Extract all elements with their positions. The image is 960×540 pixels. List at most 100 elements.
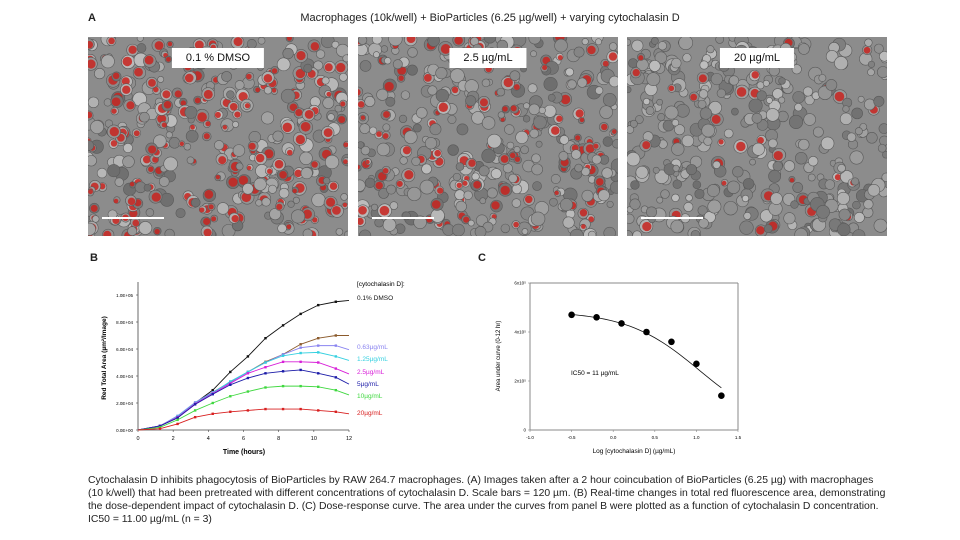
phagocytosed-particle — [228, 177, 238, 187]
phagocytosed-particle — [324, 63, 333, 72]
cell — [272, 130, 284, 142]
phagocytosed-particle — [194, 40, 204, 50]
cell — [463, 190, 473, 200]
cell — [486, 187, 498, 199]
cell — [384, 57, 392, 65]
cell — [435, 88, 450, 103]
y-tick-label: 2.0E+04 — [116, 401, 133, 406]
cell — [599, 105, 613, 119]
legend-entry: 2.5µg/mL — [357, 369, 385, 376]
cell — [268, 184, 277, 194]
phagocytosed-particle — [255, 153, 265, 163]
data-point — [334, 344, 338, 347]
phagocytosed-particle — [112, 72, 120, 80]
phagocytosed-particle — [456, 182, 462, 188]
phagocytosed-particle — [295, 108, 303, 117]
cell — [603, 226, 616, 236]
x-tick-label: 10 — [311, 436, 317, 442]
cell — [558, 151, 569, 161]
panel-a-letter: A — [88, 12, 96, 24]
phagocytosed-particle — [154, 41, 164, 50]
cell — [315, 49, 326, 59]
cell — [450, 68, 465, 83]
cell — [400, 90, 411, 100]
phagocytosed-particle — [88, 111, 93, 119]
phagocytosed-particle — [402, 146, 411, 155]
data-point — [246, 390, 250, 393]
phagocytosed-particle — [88, 59, 96, 69]
phagocytosed-particle — [585, 144, 595, 153]
cell — [324, 154, 340, 170]
micrograph-label: 0.1 % DMSO — [171, 48, 265, 68]
cell — [335, 228, 344, 236]
data-point — [211, 393, 214, 396]
phagocytosed-particle — [358, 164, 360, 170]
data-point — [264, 372, 267, 375]
cell — [235, 162, 244, 171]
cell — [214, 140, 225, 151]
cell — [183, 143, 192, 151]
caption-line: (10 k/well) that had been pretreated wit… — [88, 488, 886, 499]
legend-entry: 10µg/mL — [357, 393, 383, 400]
phagocytosed-particle — [218, 156, 227, 165]
phagocytosed-particle — [203, 133, 210, 140]
cell — [500, 223, 511, 234]
phagocytosed-particle — [358, 217, 364, 225]
cell — [107, 209, 118, 220]
phagocytosed-particle — [167, 41, 173, 47]
phagocytosed-particle — [329, 182, 338, 190]
phagocytosed-particle — [128, 45, 137, 54]
x-tick-label: -1.0 — [526, 435, 534, 440]
chart-c-ylabel: Area under curve (0-12 hr) — [496, 321, 502, 392]
cell — [153, 134, 167, 148]
cell — [114, 177, 124, 187]
cell — [392, 59, 403, 70]
phagocytosed-particle — [205, 121, 211, 127]
cell — [398, 114, 408, 124]
cell — [277, 223, 287, 234]
cell — [581, 38, 589, 46]
cell — [424, 137, 438, 150]
phagocytosed-particle — [279, 170, 287, 179]
phagocytosed-particle — [588, 216, 594, 223]
series-line — [137, 385, 350, 431]
cell — [509, 70, 521, 82]
phagocytosed-particle — [163, 100, 172, 109]
cell — [359, 60, 372, 72]
cell — [226, 90, 235, 99]
phagocytosed-particle — [211, 216, 217, 222]
cell — [292, 196, 300, 204]
x-tick-label: 2 — [172, 436, 175, 442]
cell — [567, 79, 577, 90]
phagocytosed-particle — [602, 60, 609, 67]
phagocytosed-particle — [132, 219, 140, 227]
data-point — [299, 346, 302, 349]
x-tick-label: 1.0 — [693, 435, 700, 440]
cell — [565, 67, 574, 77]
data-point — [264, 386, 267, 389]
data-point — [281, 407, 285, 411]
cell — [511, 198, 522, 208]
cell — [531, 153, 541, 164]
data-point — [281, 360, 285, 364]
cell — [242, 183, 254, 195]
cell — [300, 167, 313, 180]
phagocytosed-particle — [267, 168, 273, 174]
data-point — [299, 384, 302, 388]
phagocytosed-particle — [382, 133, 389, 139]
legend-entry: 20µg/mL — [357, 410, 383, 417]
data-point — [317, 337, 320, 340]
phagocytosed-particle — [148, 145, 157, 154]
phagocytosed-particle — [462, 180, 468, 186]
y-tick-label: 6.0E+04 — [116, 347, 133, 352]
phagocytosed-particle — [343, 159, 348, 164]
phagocytosed-particle — [575, 109, 584, 118]
cell — [412, 123, 422, 133]
cell — [529, 128, 540, 139]
cell — [263, 86, 273, 95]
phagocytosed-particle — [142, 155, 151, 164]
cell — [573, 46, 585, 58]
chart-c-annotation: IC50 = 11 µg/mL — [571, 370, 619, 377]
cell — [261, 197, 271, 207]
phagocytosed-particle — [383, 111, 390, 118]
